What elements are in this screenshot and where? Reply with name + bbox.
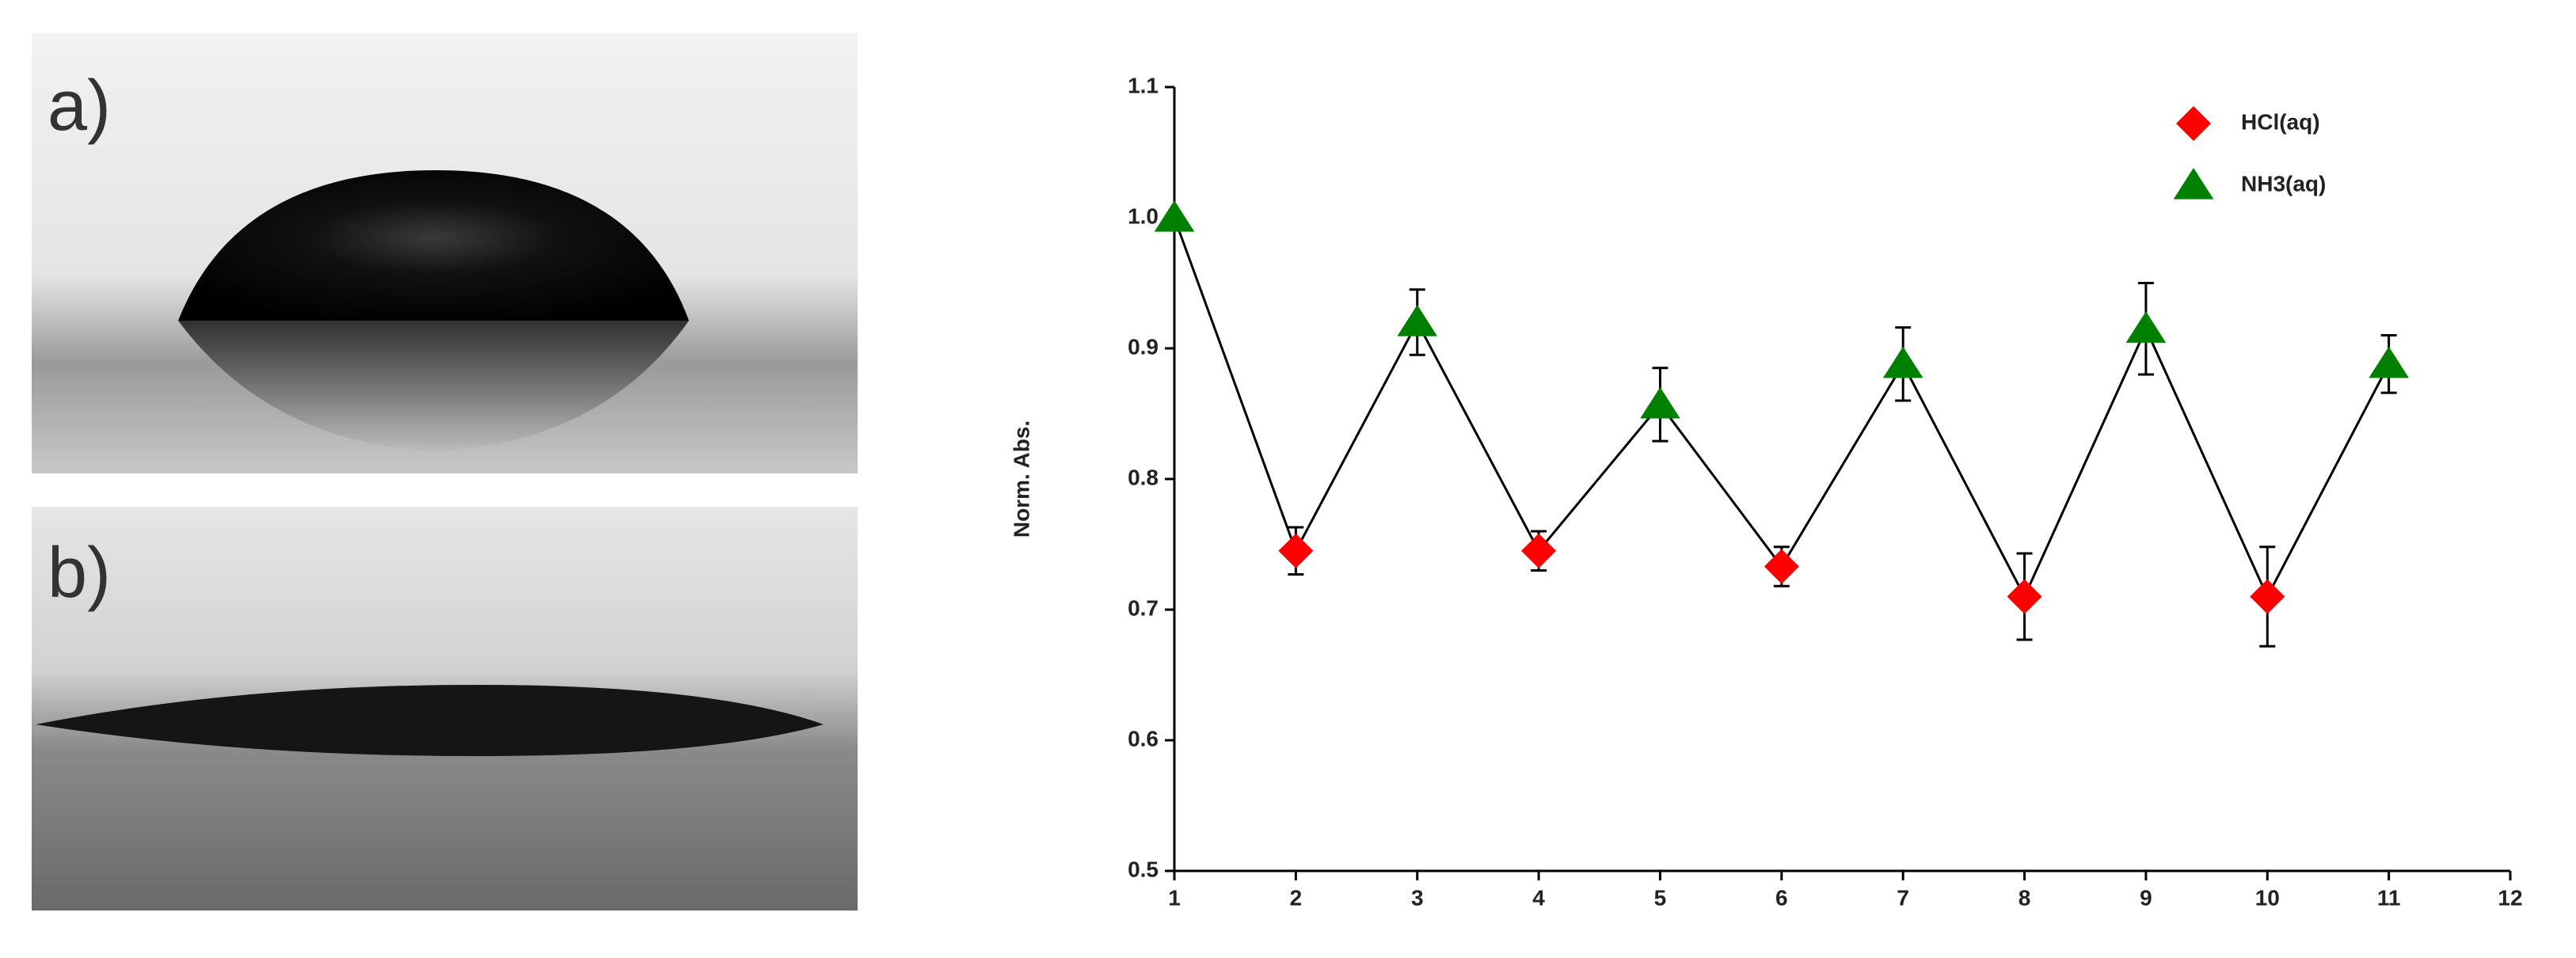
y-tick-label: 0.5 — [1128, 857, 1159, 881]
y-tick-label: 0.6 — [1128, 726, 1159, 751]
point — [1764, 549, 1799, 584]
point — [1154, 200, 1195, 232]
point — [1882, 346, 1923, 378]
connector — [1295, 321, 1419, 552]
point — [2250, 579, 2285, 614]
legend-label: NH3(aq) — [2241, 171, 2326, 196]
connector — [2144, 328, 2269, 598]
point — [1521, 533, 1557, 568]
x-tick-label: 10 — [2255, 885, 2280, 910]
x-tick-label: 7 — [1897, 885, 1909, 910]
panel-label: b) — [48, 534, 111, 613]
x-tick-label: 4 — [1532, 885, 1545, 910]
connector — [1659, 404, 1783, 568]
y-tick-label: 0.9 — [1128, 334, 1159, 359]
connector — [2023, 328, 2148, 598]
photo-b: b) — [32, 507, 858, 910]
x-tick-label: 1 — [1168, 885, 1181, 910]
y-tick-label: 1.0 — [1128, 203, 1159, 228]
point — [1278, 533, 1314, 568]
point — [2007, 579, 2042, 614]
point — [1640, 386, 1680, 419]
point — [1397, 305, 1438, 336]
point — [2369, 346, 2409, 378]
connector — [2266, 363, 2390, 598]
connector — [1537, 403, 1661, 552]
x-tick-label: 2 — [1290, 885, 1303, 910]
legend-marker — [2176, 106, 2211, 141]
panel-label: a) — [48, 67, 111, 146]
y-tick-label: 0.7 — [1128, 595, 1159, 620]
x-tick-label: 8 — [2019, 885, 2031, 910]
photo-a: a) — [32, 33, 858, 473]
y-tick-label: 0.8 — [1128, 465, 1159, 489]
point — [2125, 311, 2167, 343]
connector — [1901, 363, 2026, 598]
x-tick-label: 5 — [1654, 885, 1667, 910]
legend-marker — [2173, 168, 2214, 200]
legend-label: HCl(aq) — [2241, 109, 2320, 134]
connector — [1780, 363, 1904, 568]
x-tick-label: 3 — [1411, 885, 1424, 910]
x-tick-label: 9 — [2140, 885, 2152, 910]
x-tick-label: 6 — [1775, 885, 1788, 910]
connector — [1416, 321, 1540, 552]
y-tick-label: 1.1 — [1128, 73, 1159, 97]
x-tick-label: 11 — [2377, 885, 2401, 910]
y-axis-label: Norm. Abs. — [1009, 420, 1033, 538]
x-tick-label: 12 — [2498, 885, 2522, 910]
connector — [1173, 217, 1297, 552]
